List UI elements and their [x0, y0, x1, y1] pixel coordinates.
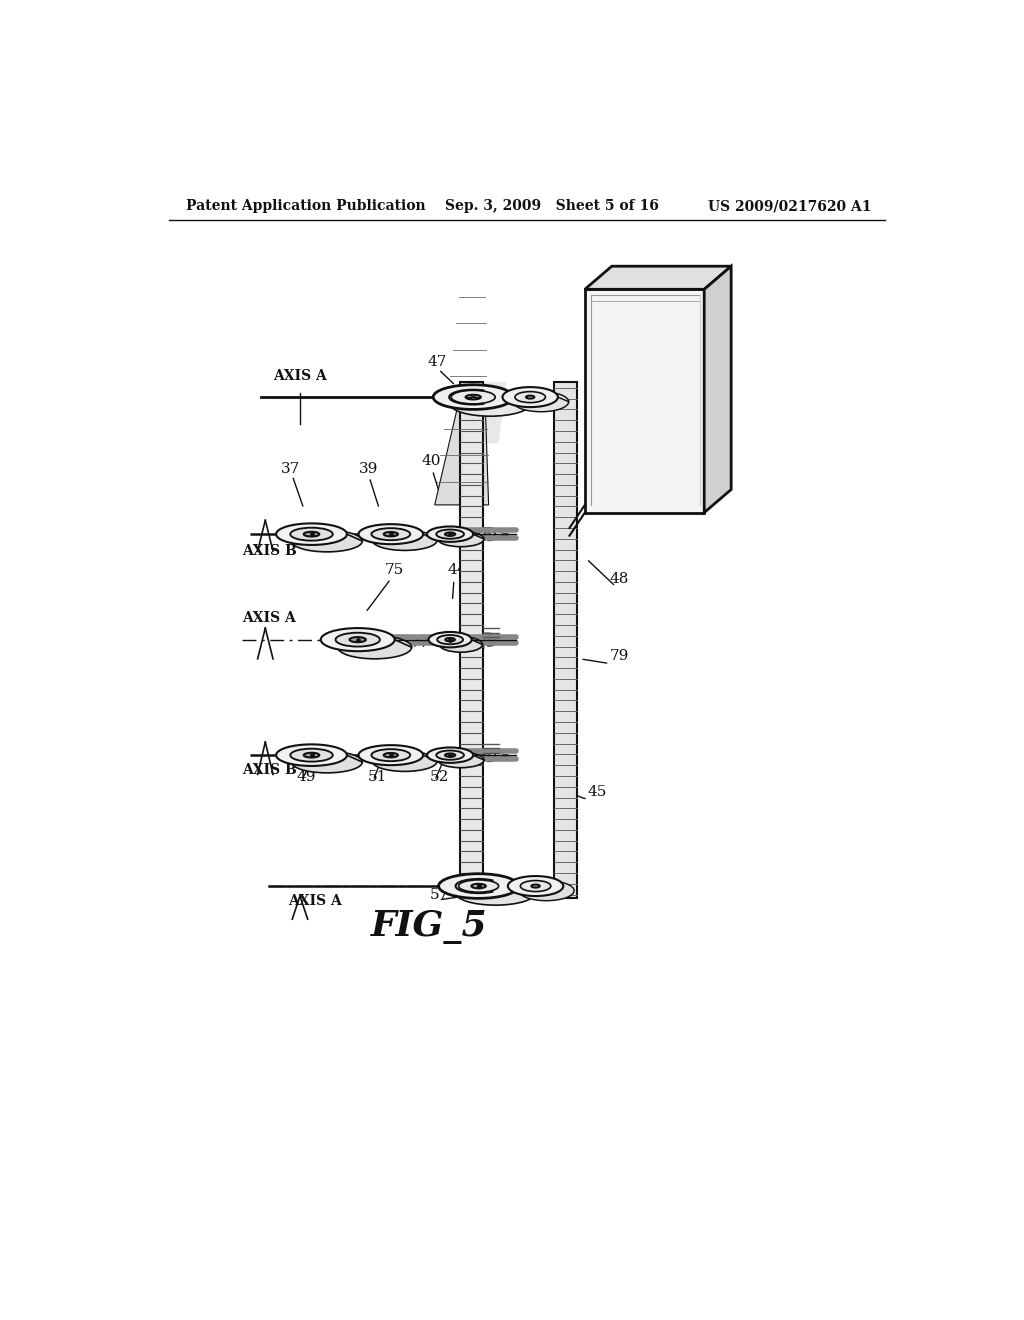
Ellipse shape — [338, 636, 412, 659]
Ellipse shape — [436, 751, 464, 760]
Circle shape — [484, 752, 489, 758]
Ellipse shape — [372, 750, 411, 762]
Ellipse shape — [349, 638, 366, 643]
Bar — [460, 381, 483, 898]
Text: 79: 79 — [609, 649, 629, 664]
Ellipse shape — [466, 395, 481, 400]
Text: 37: 37 — [281, 462, 300, 475]
Text: US 2009/0217620 A1: US 2009/0217620 A1 — [708, 199, 871, 213]
Ellipse shape — [520, 880, 551, 891]
Ellipse shape — [292, 531, 362, 552]
Text: 45: 45 — [588, 785, 607, 799]
Ellipse shape — [292, 751, 362, 774]
Polygon shape — [585, 267, 731, 289]
Ellipse shape — [276, 524, 347, 545]
Ellipse shape — [429, 632, 472, 647]
Polygon shape — [460, 381, 506, 444]
Text: 44: 44 — [447, 564, 467, 577]
Ellipse shape — [508, 876, 563, 896]
Ellipse shape — [304, 752, 319, 758]
Polygon shape — [705, 267, 731, 512]
Ellipse shape — [304, 532, 319, 536]
Ellipse shape — [445, 638, 455, 642]
Circle shape — [484, 532, 489, 537]
Text: Sep. 3, 2009   Sheet 5 of 16: Sep. 3, 2009 Sheet 5 of 16 — [444, 199, 658, 213]
Ellipse shape — [471, 884, 485, 888]
Ellipse shape — [436, 529, 464, 539]
Polygon shape — [435, 389, 488, 506]
Ellipse shape — [478, 752, 496, 759]
Ellipse shape — [384, 752, 398, 758]
Ellipse shape — [372, 528, 411, 540]
Ellipse shape — [478, 531, 496, 537]
Text: 52: 52 — [429, 770, 449, 784]
Ellipse shape — [276, 744, 347, 766]
Ellipse shape — [373, 531, 437, 550]
Text: 40: 40 — [422, 454, 441, 467]
Text: AXIS B: AXIS B — [243, 763, 297, 777]
Ellipse shape — [336, 632, 380, 647]
Ellipse shape — [358, 744, 423, 766]
Ellipse shape — [427, 527, 473, 543]
Ellipse shape — [321, 628, 394, 651]
Ellipse shape — [518, 880, 574, 900]
Text: 48: 48 — [609, 573, 629, 586]
Ellipse shape — [472, 528, 503, 540]
Text: 49: 49 — [296, 770, 315, 784]
Ellipse shape — [459, 880, 499, 892]
Text: 50: 50 — [466, 642, 485, 656]
Ellipse shape — [451, 392, 530, 416]
Circle shape — [484, 636, 489, 643]
Ellipse shape — [373, 751, 437, 771]
Text: AXIS A: AXIS A — [243, 611, 296, 624]
Ellipse shape — [445, 532, 456, 536]
Text: 47: 47 — [427, 355, 446, 370]
Text: FIG_5: FIG_5 — [371, 909, 487, 944]
Bar — [554, 381, 578, 898]
Ellipse shape — [526, 396, 535, 399]
Ellipse shape — [438, 752, 484, 768]
Ellipse shape — [437, 635, 463, 644]
Ellipse shape — [472, 748, 503, 762]
Text: AXIS A: AXIS A — [289, 895, 342, 908]
Text: 77: 77 — [411, 636, 430, 649]
Bar — [585, 289, 705, 512]
Text: AXIS A: AXIS A — [273, 370, 327, 383]
Text: Patent Application Publication: Patent Application Publication — [186, 199, 426, 213]
Ellipse shape — [358, 524, 423, 544]
Ellipse shape — [456, 880, 536, 906]
Ellipse shape — [531, 884, 540, 887]
Ellipse shape — [452, 391, 496, 404]
Text: 51: 51 — [368, 770, 387, 784]
Ellipse shape — [503, 387, 558, 407]
Ellipse shape — [513, 392, 568, 412]
Ellipse shape — [384, 532, 398, 536]
Ellipse shape — [438, 874, 518, 899]
Ellipse shape — [445, 754, 456, 756]
Text: 75: 75 — [385, 564, 403, 577]
Text: 39: 39 — [359, 462, 379, 475]
Ellipse shape — [290, 748, 333, 762]
Ellipse shape — [478, 636, 496, 643]
Ellipse shape — [433, 385, 513, 409]
Ellipse shape — [438, 532, 484, 546]
Ellipse shape — [290, 528, 333, 541]
Text: AXIS B: AXIS B — [243, 544, 297, 558]
Ellipse shape — [439, 636, 482, 652]
Ellipse shape — [515, 392, 546, 403]
Text: 57: 57 — [429, 888, 449, 902]
Ellipse shape — [427, 747, 473, 763]
Ellipse shape — [472, 634, 503, 645]
